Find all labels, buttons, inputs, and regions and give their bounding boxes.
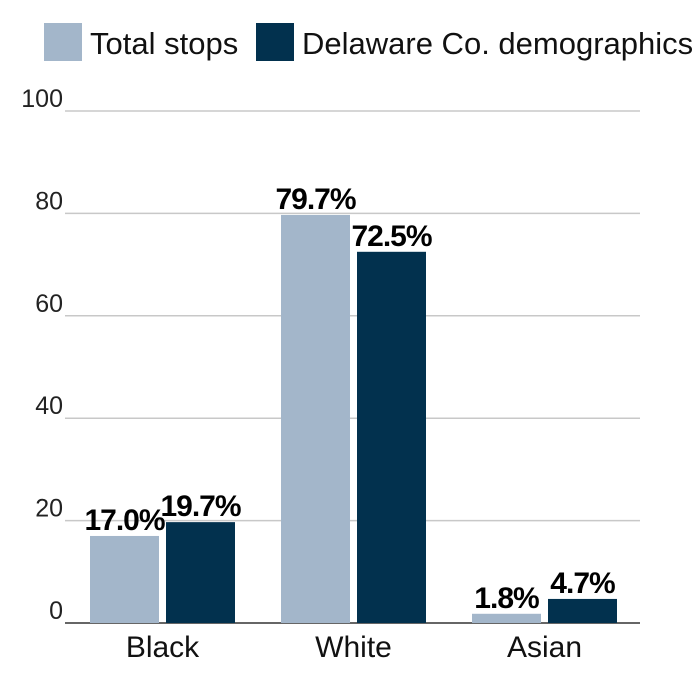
data-labels: 17.0%19.7% 79.7% 72.5% 1.8% 4.7% xyxy=(84,183,616,615)
legend-swatch-1 xyxy=(256,23,294,61)
y-tick-label-3: 60 xyxy=(35,290,63,318)
bars xyxy=(90,214,617,624)
category-label-asian: Asian xyxy=(507,631,582,664)
y-tick-label-5: 100 xyxy=(21,85,63,113)
data-label-white-series-1: 72.5% xyxy=(351,220,431,253)
data-label-black-series-0: 17.0% xyxy=(84,504,164,537)
legend-label-0: Total stops xyxy=(90,26,238,61)
bar-black-series-0 xyxy=(90,535,159,623)
category-label-white: White xyxy=(315,631,392,664)
data-label-asian-series-0: 1.8% xyxy=(474,582,539,615)
y-tick-label-2: 40 xyxy=(35,392,63,420)
y-tick-label-0: 0 xyxy=(49,597,63,625)
bar-white-series-0 xyxy=(281,214,350,623)
bar-white-series-1 xyxy=(357,251,426,624)
legend-label-1: Delaware Co. demographics xyxy=(302,26,693,61)
bar-asian-series-0 xyxy=(472,613,541,623)
y-tick-label-4: 80 xyxy=(35,187,63,215)
legend: Total stops Delaware Co. demographics xyxy=(44,23,693,61)
y-axis-ticks: 0 20 40 60 80 100 xyxy=(21,85,63,625)
bar-asian-series-1 xyxy=(548,598,617,623)
y-tick-label-1: 20 xyxy=(35,495,63,523)
data-label-asian-series-1: 4.7% xyxy=(550,567,615,600)
x-axis-categories: Black White Asian xyxy=(126,631,582,664)
gridlines xyxy=(65,110,640,624)
data-label-white-series-0: 79.7% xyxy=(275,183,355,216)
data-label-black-series-1: 19.7% xyxy=(160,490,240,523)
legend-swatch-0 xyxy=(44,23,82,61)
bar-black-series-1 xyxy=(166,522,235,623)
category-label-black: Black xyxy=(126,631,200,664)
